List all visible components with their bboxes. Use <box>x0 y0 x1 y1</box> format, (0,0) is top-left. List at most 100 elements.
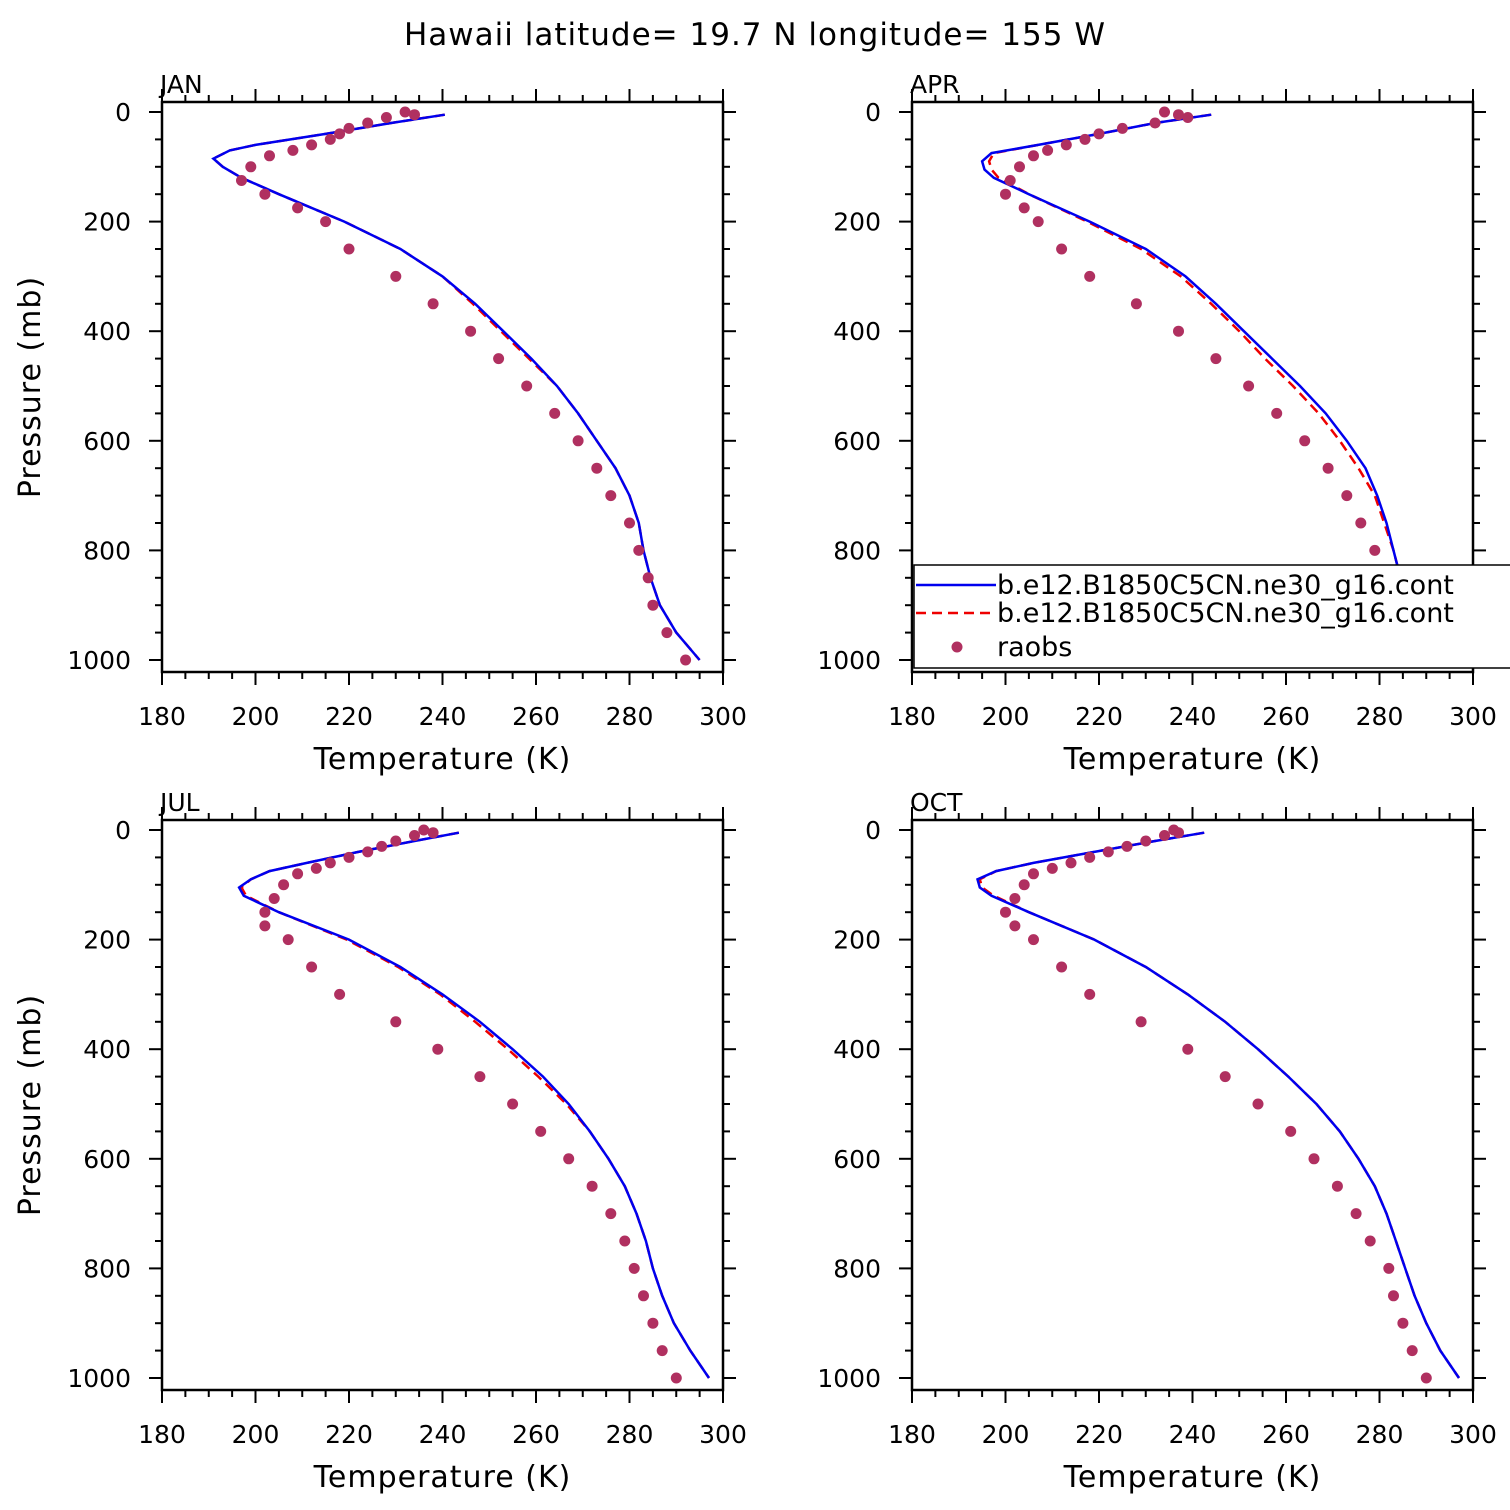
raobs-point <box>563 1153 575 1165</box>
y-tick-label: 800 <box>833 536 881 565</box>
raobs-point <box>1093 128 1105 140</box>
panel-apr: APR 180 200 220 240 260 280 300 0 200 400 600 800 100… <box>817 70 1510 777</box>
raobs-point <box>1219 1071 1231 1083</box>
raobs-point <box>633 544 645 556</box>
raobs-point <box>1383 1262 1395 1274</box>
y-tick-label: 400 <box>83 1035 131 1064</box>
y-tick-label: 0 <box>115 816 131 845</box>
raobs-point <box>292 202 304 214</box>
raobs-point <box>1140 835 1152 847</box>
raobs-point <box>680 654 692 666</box>
axes-frame <box>160 818 725 1392</box>
x-tick-label: 300 <box>699 1420 747 1449</box>
raobs-point <box>306 139 318 151</box>
raobs-point <box>1046 862 1058 874</box>
raobs-point <box>1331 1180 1343 1192</box>
plot-area <box>237 824 711 1384</box>
panel-jul: JUL 180 200 220 240 260 280 300 0 200 400 600 800 100… <box>13 788 747 1495</box>
raobs-point <box>1000 188 1011 200</box>
x-tick-label: 220 <box>1075 1420 1123 1449</box>
panel-jan: JAN 180 200 220 240 260 280 300 0 200 400 600 800 100… <box>13 70 747 777</box>
raobs-point <box>292 868 304 880</box>
raobs-point <box>1018 879 1030 891</box>
y-tick-label: 0 <box>865 816 881 845</box>
x-tick-label: 200 <box>982 1420 1030 1449</box>
y-tick-label: 600 <box>833 1145 881 1174</box>
raobs-point <box>1243 380 1255 392</box>
series-line-cont1 <box>980 113 1449 661</box>
raobs-point <box>1084 270 1096 282</box>
panel-title: APR <box>910 70 960 99</box>
raobs-point <box>390 835 402 847</box>
raobs-point <box>1252 1098 1264 1110</box>
series-line-cont2 <box>978 831 1461 1379</box>
raobs-point <box>409 830 420 841</box>
y-tick-label: 0 <box>865 98 881 127</box>
raobs-point <box>647 1317 659 1329</box>
plot-area <box>980 106 1449 666</box>
figure-title: Hawaii latitude= 19.7 N longitude= 155 W <box>404 17 1106 53</box>
y-tick-label: 1000 <box>817 646 881 675</box>
raobs-point <box>1182 112 1194 123</box>
y-tick-label: 800 <box>83 536 131 565</box>
x-tick-label: 240 <box>1169 702 1217 731</box>
raobs-point <box>1028 868 1039 880</box>
x-tick-label: 300 <box>1449 1420 1497 1449</box>
raobs-point <box>1159 830 1170 841</box>
panel-title: JAN <box>158 70 203 99</box>
raobs-point <box>1000 906 1011 918</box>
raobs-point <box>343 122 355 134</box>
raobs-point <box>507 1098 519 1110</box>
raobs-point <box>1028 150 1039 162</box>
y-tick-label: 400 <box>833 1035 881 1064</box>
raobs-point <box>474 1071 486 1083</box>
raobs-point <box>334 988 346 1000</box>
raobs-point <box>1420 1372 1432 1384</box>
x-tick-label: 280 <box>1356 702 1404 731</box>
x-tick-label: 180 <box>888 702 936 731</box>
y-tick-label: 200 <box>833 926 881 955</box>
raobs-point <box>1369 544 1381 556</box>
legend-box <box>913 564 1510 669</box>
raobs-point <box>334 128 346 140</box>
legend-label: b.e12.B1850C5CN.ne30_g16.cont <box>997 598 1454 629</box>
x-tick-label: 180 <box>138 1420 186 1449</box>
x-tick-label: 260 <box>512 1420 560 1449</box>
raobs-point <box>409 109 420 121</box>
legend-label: raobs <box>997 632 1072 663</box>
raobs-point <box>245 161 257 173</box>
y-axis-label: Pressure (mb) <box>13 276 48 498</box>
raobs-point <box>1084 851 1096 863</box>
raobs-point <box>427 298 439 310</box>
x-tick-label: 260 <box>1262 702 1310 731</box>
y-tick-label: 400 <box>833 317 881 346</box>
x-tick-label: 300 <box>699 702 747 731</box>
raobs-point <box>628 1262 640 1274</box>
raobs-point <box>1210 353 1222 365</box>
raobs-point <box>362 846 374 858</box>
raobs-point <box>549 407 561 419</box>
raobs-point <box>605 1208 617 1220</box>
y-tick-label: 1000 <box>67 1364 131 1393</box>
raobs-point <box>1159 106 1170 118</box>
x-tick-label: 180 <box>138 702 186 731</box>
raobs-point <box>306 961 318 973</box>
raobs-point <box>278 879 290 891</box>
raobs-point <box>1355 517 1367 529</box>
raobs-point <box>1285 1125 1297 1137</box>
y-tick-label: 0 <box>115 98 131 127</box>
raobs-point <box>1065 857 1077 869</box>
raobs-point <box>1060 139 1072 151</box>
legend-label: b.e12.B1850C5CN.ne30_g16.cont <box>997 570 1454 601</box>
x-tick-label: 220 <box>325 1420 373 1449</box>
raobs-point <box>1308 1153 1320 1165</box>
plot-area <box>211 106 701 666</box>
panels: JAN 180 200 220 240 260 280 300 0 200 400 600 800 100… <box>13 70 1510 1495</box>
raobs-point <box>535 1125 547 1137</box>
raobs-point <box>1173 325 1184 337</box>
panel-title: OCT <box>910 788 963 817</box>
raobs-point <box>1028 934 1039 946</box>
raobs-point <box>1341 490 1353 502</box>
x-tick-label: 280 <box>606 1420 654 1449</box>
